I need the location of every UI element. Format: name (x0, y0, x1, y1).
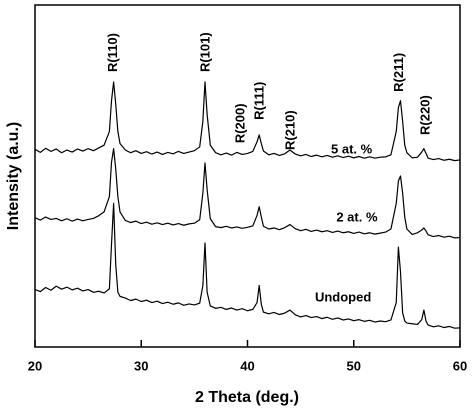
y-axis-title: Intensity (a.u.) (5, 122, 22, 230)
x-axis-title: 2 Theta (deg.) (195, 389, 299, 406)
series-line (34, 81, 461, 162)
peak-label: R(211) (391, 53, 406, 92)
peak-label: R(111) (252, 82, 267, 120)
series-label: 2 at. % (336, 210, 378, 225)
peak-label: R(200) (233, 103, 248, 143)
peak-label: R(110) (105, 33, 120, 72)
x-tick-label: 60 (453, 358, 467, 373)
x-tick-label: 50 (347, 358, 361, 373)
series-line (34, 202, 461, 329)
x-tick-label: 40 (240, 358, 254, 373)
series-label: Undoped (315, 290, 371, 305)
peak-label: R(210) (283, 110, 298, 150)
peak-label: R(220) (417, 95, 432, 135)
series-line (34, 148, 461, 239)
series-label: 5 at. % (331, 141, 373, 156)
peak-label: R(101) (198, 32, 213, 72)
x-tick-label: 30 (134, 358, 148, 373)
x-tick-label: 20 (28, 358, 42, 373)
